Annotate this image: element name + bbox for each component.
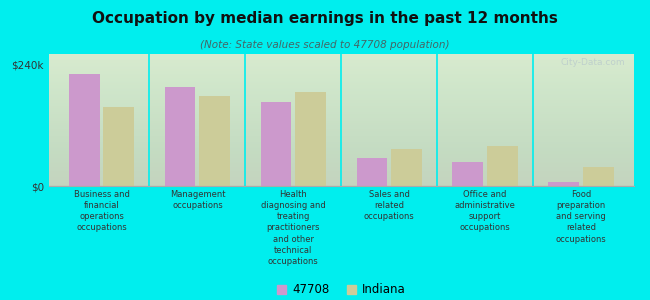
Bar [487, 146, 517, 186]
Bar [103, 107, 134, 186]
Bar [452, 162, 483, 186]
Bar [391, 149, 422, 186]
Text: Occupation by median earnings in the past 12 months: Occupation by median earnings in the pas… [92, 11, 558, 26]
Bar [69, 74, 99, 186]
Bar [165, 87, 196, 186]
Bar [295, 92, 326, 186]
Bar [200, 96, 230, 186]
Legend: 47708, Indiana: 47708, Indiana [276, 283, 406, 296]
Bar [549, 182, 579, 186]
Text: City-Data.com: City-Data.com [560, 58, 625, 67]
Bar [261, 102, 291, 186]
Bar [583, 167, 614, 186]
Text: (Note: State values scaled to 47708 population): (Note: State values scaled to 47708 popu… [200, 40, 450, 50]
Bar [357, 158, 387, 186]
